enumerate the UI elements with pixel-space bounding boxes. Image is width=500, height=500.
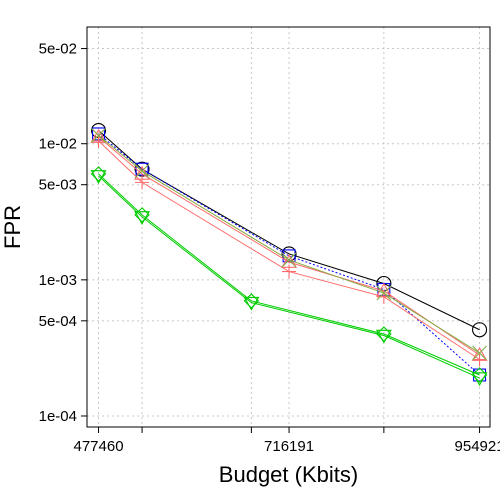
down-triangle-marker xyxy=(471,372,488,387)
series-line xyxy=(98,130,480,331)
y-tick-label: 5e-04 xyxy=(39,313,77,330)
y-tick-label: 1e-02 xyxy=(39,136,77,153)
y-tick-label: 1e-03 xyxy=(39,272,77,289)
grid xyxy=(87,27,490,427)
x-tick-label: 716191 xyxy=(264,438,314,455)
plus-marker xyxy=(376,289,391,304)
down-triangle-marker xyxy=(375,329,392,344)
down-triangle-marker xyxy=(134,211,151,226)
series-line xyxy=(98,175,480,379)
plus-marker xyxy=(135,175,150,190)
circle-marker xyxy=(472,322,488,338)
down-triangle-marker xyxy=(243,296,260,311)
x-marker xyxy=(281,252,297,268)
series-line xyxy=(98,133,480,376)
y-axis-title: FPR xyxy=(0,205,25,249)
series-layer xyxy=(90,122,488,387)
x-marker xyxy=(91,128,106,143)
y-tick-label: 5e-02 xyxy=(39,41,77,58)
series-5 xyxy=(90,170,488,387)
down-triangle-marker xyxy=(90,170,107,185)
plot-frame xyxy=(86,26,491,428)
x-marker xyxy=(472,345,487,361)
diamond-marker xyxy=(90,166,107,182)
x-tick-label: 477460 xyxy=(74,438,124,455)
x-axis-title: Budget (Kbits) xyxy=(219,462,358,487)
series-line xyxy=(98,136,480,356)
series-6 xyxy=(91,128,487,361)
y-tick-label: 1e-04 xyxy=(39,408,77,425)
y-tick-label: 5e-03 xyxy=(39,177,77,194)
axes: 1e-04 5e-04 1e-03 5e-03 1e-02 5e-02 477460 7161… xyxy=(39,41,500,455)
circle-marker xyxy=(281,246,297,262)
plus-marker xyxy=(472,352,487,367)
series-line xyxy=(98,173,480,376)
x-marker xyxy=(134,163,150,179)
series-0 xyxy=(90,122,488,338)
plus-marker xyxy=(282,264,297,279)
x-tick-label: 954921 xyxy=(455,438,500,455)
x-marker xyxy=(376,285,392,301)
diamond-marker xyxy=(376,326,392,342)
